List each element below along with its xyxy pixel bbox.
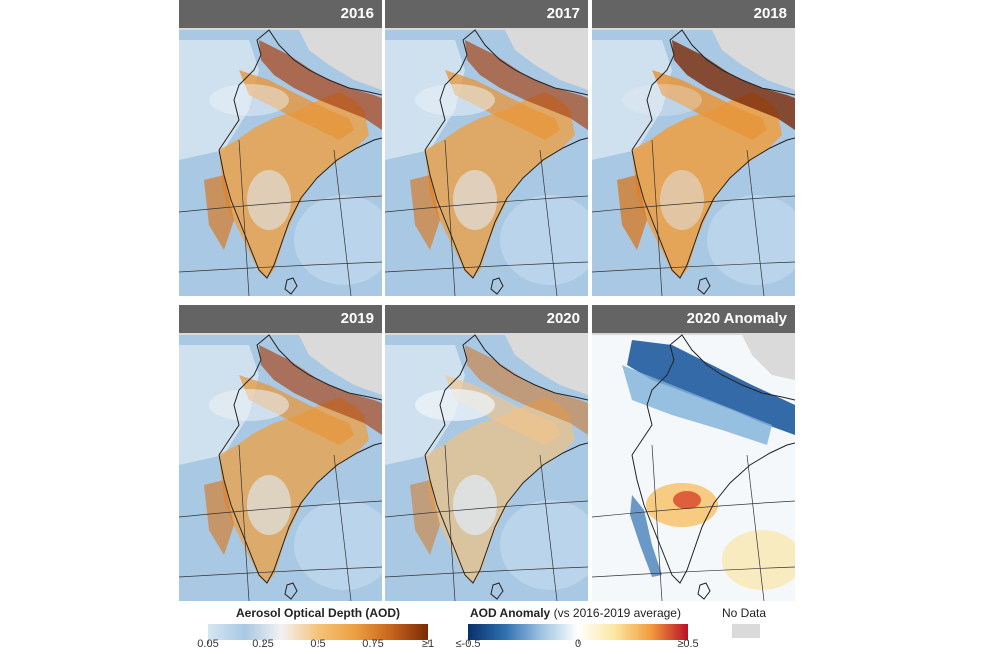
panel-title: 2020 — [385, 305, 588, 333]
aod-tick-label: 0.05 — [197, 638, 219, 650]
aod-tickmark — [318, 640, 319, 644]
aod-tick-label: 0.75 — [362, 638, 384, 650]
panel-title: 2018 — [592, 0, 795, 28]
map-panel-2020: 2020 — [385, 305, 588, 601]
anomaly-color-bar — [468, 624, 688, 640]
map-image — [592, 305, 795, 601]
map-panel-2016: 2016 — [179, 0, 382, 296]
aod-tickmark — [263, 640, 264, 644]
aod-tick-label: 0.5 — [310, 638, 326, 650]
aod-legend-title: Aerosol Optical Depth (AOD) — [236, 606, 401, 620]
anomaly-legend-title-rest: (vs 2016-2019 average) — [550, 606, 681, 620]
anomaly-tick-label: 0 — [574, 638, 582, 650]
map-panel-2019: 2019 — [179, 305, 382, 601]
map-image — [385, 305, 588, 601]
aod-color-bar — [208, 624, 428, 640]
anomaly-tickmark — [578, 640, 579, 644]
aod-tickmark — [428, 640, 429, 644]
panel-title: 2016 — [179, 0, 382, 28]
anomaly-legend-title: AOD Anomaly (vs 2016-2019 average) — [470, 606, 681, 620]
no-data-swatch — [732, 624, 760, 638]
panel-title: 2020 Anomaly — [592, 305, 795, 333]
anomaly-tickmark — [688, 640, 689, 644]
anomaly-legend-title-bold: AOD Anomaly — [470, 606, 551, 620]
map-image — [592, 0, 795, 296]
anomaly-tick-label: ≤-0.5 — [455, 638, 481, 650]
map-panel-2017: 2017 — [385, 0, 588, 296]
panel-title: 2017 — [385, 0, 588, 28]
aod-tick-label: 0.25 — [252, 638, 274, 650]
aod-tickmark — [208, 640, 209, 644]
aod-tick-label: ≥1 — [421, 638, 435, 650]
anomaly-tickmark — [468, 640, 469, 644]
aod-tickmark — [373, 640, 374, 644]
map-panel-2020-anomaly: 2020 Anomaly — [592, 305, 795, 601]
no-data-label: No Data — [722, 606, 767, 620]
anomaly-tick-label: ≥0.5 — [677, 638, 699, 650]
map-image — [179, 305, 382, 601]
map-panel-2018: 2018 — [592, 0, 795, 296]
panel-title: 2019 — [179, 305, 382, 333]
map-image — [385, 0, 588, 296]
map-image — [179, 0, 382, 296]
